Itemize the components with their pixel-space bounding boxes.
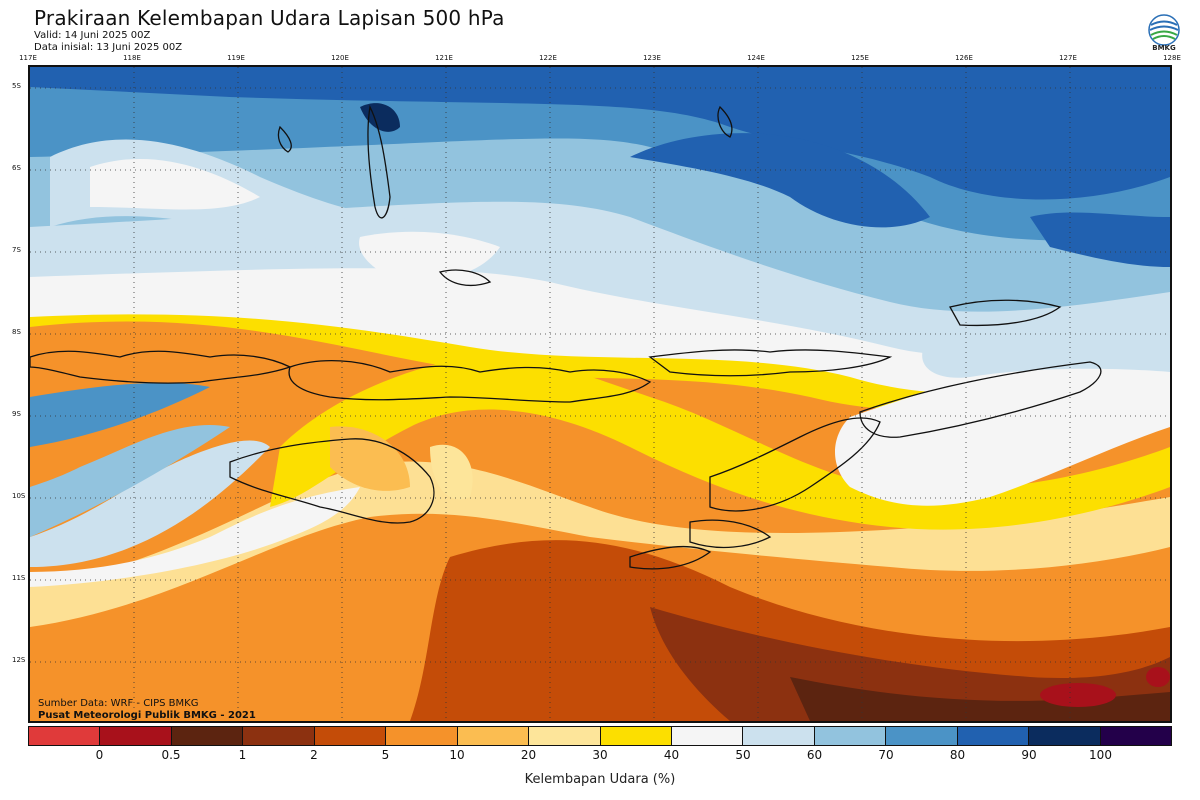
colorbar-ticks: 0 0.5 1 2 5 10 20 30 40 50 60 70 80 90 100 xyxy=(28,748,1172,764)
colorbar-swatch xyxy=(100,727,172,745)
longitude-label: 128E xyxy=(1163,54,1181,62)
coastlines xyxy=(30,104,1102,570)
valid-time: Valid: 14 Juni 2025 00Z xyxy=(34,30,151,41)
init-time: Data inisial: 13 Juni 2025 00Z xyxy=(34,42,183,53)
latitude-label: 8S xyxy=(12,328,21,336)
colorbar xyxy=(28,726,1172,746)
longitude-label: 127E xyxy=(1059,54,1077,62)
longitude-label: 117E xyxy=(19,54,37,62)
latitude-label: 9S xyxy=(12,410,21,418)
colorbar-swatch xyxy=(600,727,672,745)
colorbar-tick-label: 30 xyxy=(592,748,608,762)
latitude-label: 6S xyxy=(12,164,21,172)
latitude-label: 12S xyxy=(12,656,26,664)
colorbar-tick-label: 60 xyxy=(806,748,823,762)
colorbar-swatch xyxy=(457,727,530,745)
colorbar-label: Kelembapan Udara (%) xyxy=(524,772,676,787)
colorbar-tick-label: 40 xyxy=(663,748,680,762)
colorbar-tick-label: 5 xyxy=(381,748,390,762)
longitude-label: 121E xyxy=(435,54,453,62)
colorbar-swatch xyxy=(743,727,815,745)
gridlines xyxy=(30,67,1170,721)
map-title: Prakiraan Kelembapan Udara Lapisan 500 h… xyxy=(34,6,505,30)
longitude-label: 122E xyxy=(539,54,557,62)
longitude-label: 125E xyxy=(851,54,869,62)
colorbar-swatch xyxy=(171,727,244,745)
colorbar-swatch xyxy=(1029,727,1101,745)
colorbar-swatch xyxy=(29,727,101,745)
colorbar-tick-label: 100 xyxy=(1089,748,1112,762)
colorbar-swatch xyxy=(529,727,601,745)
colorbar-swatch xyxy=(886,727,958,745)
bmkg-logo xyxy=(1148,14,1180,46)
colorbar-tick-label: 20 xyxy=(520,748,537,762)
longitude-label: 120E xyxy=(331,54,349,62)
humidity-map xyxy=(28,65,1172,723)
longitude-label: 119E xyxy=(227,54,245,62)
colorbar-tick-label: 1 xyxy=(238,748,247,762)
latitude-label: 10S xyxy=(12,492,26,500)
colorbar-swatch xyxy=(1100,727,1171,745)
colorbar-swatch xyxy=(386,727,458,745)
colorbar-tick-label: 50 xyxy=(735,748,751,762)
colorbar-swatch xyxy=(957,727,1030,745)
colorbar-tick-label: 70 xyxy=(878,748,894,762)
latitude-label: 7S xyxy=(12,246,21,254)
colorbar-tick-label: 0.5 xyxy=(161,748,181,762)
colorbar-swatch xyxy=(671,727,744,745)
longitude-label: 118E xyxy=(123,54,141,62)
colorbar-tick-label: 90 xyxy=(1021,748,1037,762)
organization: Pusat Meteorologi Publik BMKG - 2021 xyxy=(38,710,256,721)
longitude-label: 126E xyxy=(955,54,973,62)
humidity-field xyxy=(30,67,1170,721)
colorbar-swatch xyxy=(314,727,387,745)
colorbar-tick-label: 2 xyxy=(310,748,318,762)
latitude-label: 11S xyxy=(12,574,26,582)
colorbar-swatch xyxy=(243,727,315,745)
colorbar-tick-label: 10 xyxy=(449,748,465,762)
longitude-label: 124E xyxy=(747,54,765,62)
data-source: Sumber Data: WRF - CIPS BMKG xyxy=(38,698,199,709)
logo-label: BMKG xyxy=(1152,44,1176,52)
colorbar-tick-label: 0 xyxy=(95,748,104,762)
longitude-label: 123E xyxy=(643,54,661,62)
latitude-label: 5S xyxy=(12,82,21,90)
colorbar-tick-label: 80 xyxy=(949,748,966,762)
colorbar-swatch xyxy=(814,727,887,745)
